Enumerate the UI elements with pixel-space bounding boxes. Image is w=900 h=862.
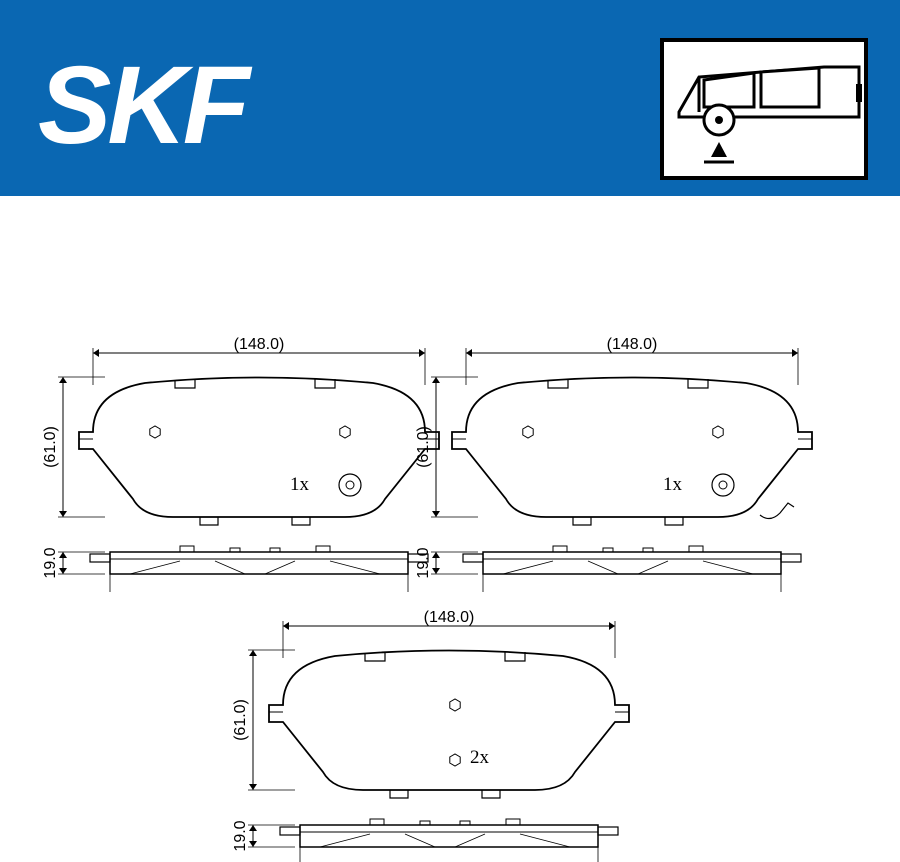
dim-height: (61.0) bbox=[232, 699, 249, 741]
dim-width: (148.0) bbox=[234, 336, 285, 353]
qty-label: 1x bbox=[663, 474, 683, 495]
header-banner: SKF bbox=[0, 0, 900, 196]
dim-width: (148.0) bbox=[424, 609, 475, 626]
dim-thickness: 19.0 bbox=[415, 547, 432, 578]
qty-label: 2x bbox=[470, 747, 490, 768]
qty-label: 1x bbox=[290, 474, 310, 495]
dim-height: (61.0) bbox=[415, 426, 432, 468]
dim-height: (61.0) bbox=[42, 426, 59, 468]
front-axle-icon bbox=[660, 38, 868, 180]
dim-thickness: 19.0 bbox=[42, 547, 59, 578]
dim-width: (148.0) bbox=[607, 336, 658, 353]
dim-thickness: 19.0 bbox=[232, 820, 249, 851]
technical-drawing: (148.0) (61.0) 1x 19.0 (148.0) (61.0) 1x 19.0 (1… bbox=[0, 196, 900, 862]
skf-logo: SKF bbox=[38, 42, 246, 169]
